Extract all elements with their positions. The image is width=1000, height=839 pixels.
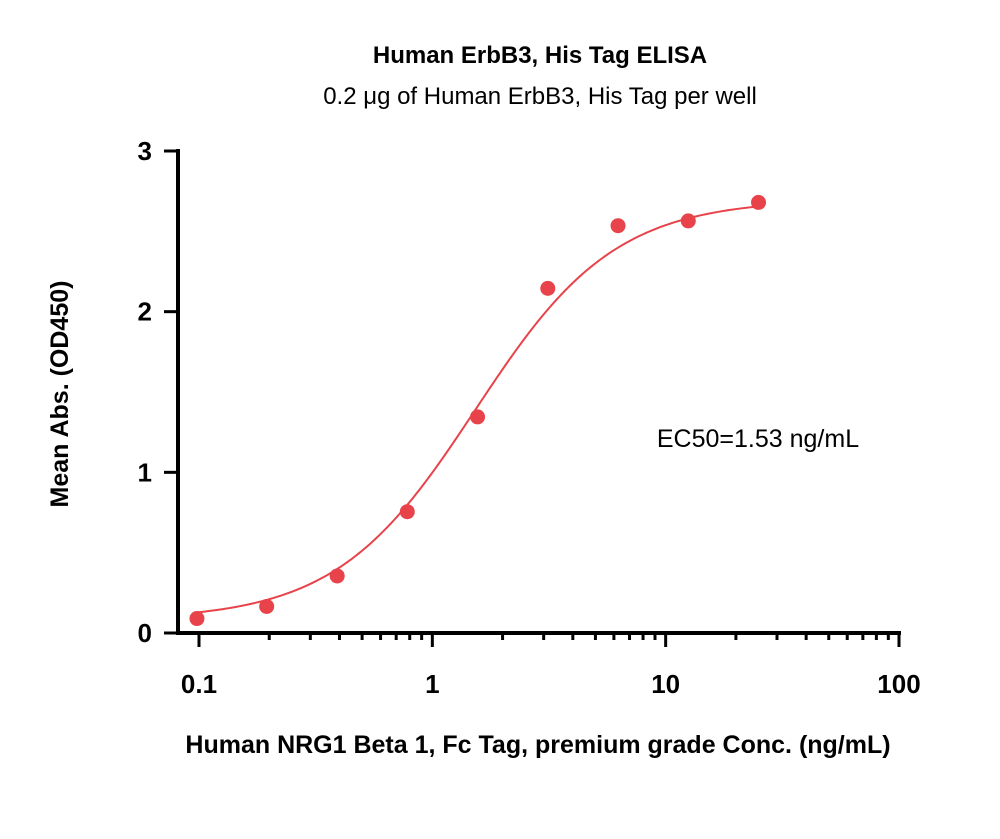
chart-title: Human ErbB3, His Tag ELISA (373, 42, 707, 69)
data-point (259, 598, 275, 614)
data-point (610, 218, 626, 234)
data-point (540, 280, 556, 296)
fit-curve (196, 205, 759, 614)
data-point (189, 611, 205, 627)
x-tick-label: 0.1 (181, 669, 217, 699)
y-tick-label: 2 (138, 297, 152, 327)
x-ticks: 0.1 1 10 100 (181, 633, 921, 699)
chart-subtitle: 0.2 μg of Human ErbB3, His Tag per well (323, 83, 757, 110)
x-axis-title: Human NRG1 Beta 1, Fc Tag, premium grade… (185, 731, 890, 759)
y-tick-label: 3 (138, 136, 152, 166)
x-tick-label: 10 (651, 669, 680, 699)
data-point (751, 194, 767, 210)
data-point (470, 409, 486, 425)
x-tick-label: 1 (425, 669, 439, 699)
data-point (680, 213, 696, 229)
data-points (189, 194, 767, 627)
axes (176, 149, 901, 635)
ec50-annotation: EC50=1.53 ng/mL (657, 425, 859, 453)
y-ticks: 0 1 2 3 (138, 136, 178, 648)
data-point (399, 504, 415, 520)
y-tick-label: 0 (138, 618, 152, 648)
y-axis-title: Mean Abs. (OD450) (46, 281, 74, 508)
data-point (329, 568, 345, 584)
y-tick-label: 1 (138, 457, 152, 487)
x-tick-label: 100 (877, 669, 920, 699)
